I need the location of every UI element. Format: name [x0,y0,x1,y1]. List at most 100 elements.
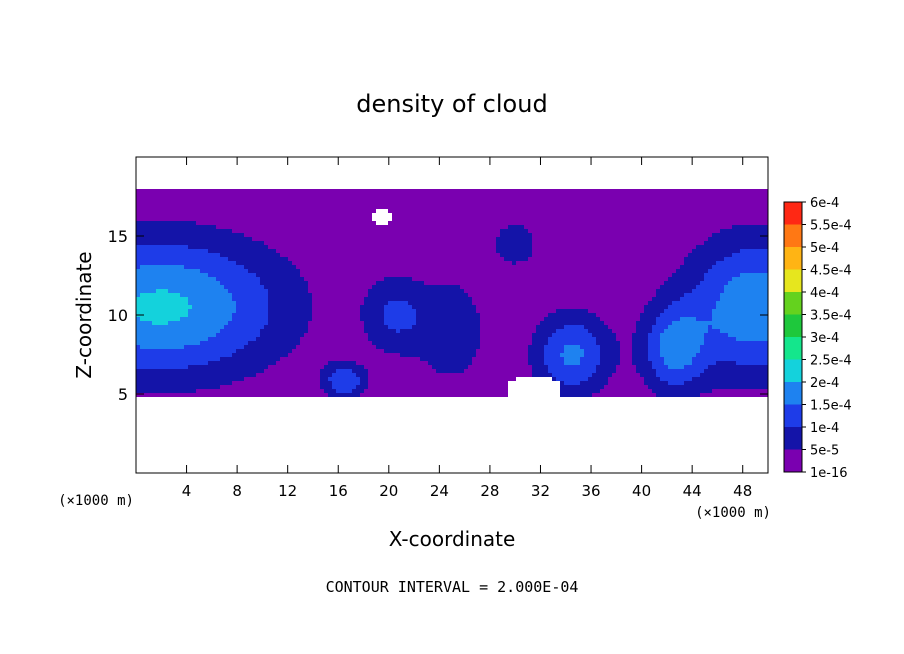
heat-cell [660,349,700,353]
heat-cell [648,385,768,389]
heat-cell [368,337,480,341]
heat-cell [660,313,712,317]
heat-cell [320,373,332,377]
heat-cell [232,293,268,297]
heat-cell [552,373,592,377]
colorbar-segment [784,427,802,450]
heat-cell [136,393,328,397]
heat-cell [136,277,216,281]
heat-cell [228,321,268,325]
heat-cell [308,289,368,293]
heat-cell [736,361,768,365]
heat-cell [268,365,324,369]
heat-cell [372,341,480,345]
heat-cell [224,285,264,289]
heat-cell [700,373,768,377]
heat-cell [532,365,548,369]
heat-cell [704,369,768,373]
heat-cell [412,277,668,281]
heat-cell [536,329,556,333]
heat-cell [584,325,608,329]
x-tick-label: 16 [329,482,348,500]
heat-cell [268,313,312,317]
heat-cell [360,309,384,313]
heat-cell [608,381,644,385]
heat-cell [384,277,412,281]
heat-cell [312,313,360,317]
heat-cell [672,301,716,305]
heat-cell [564,381,580,385]
heat-cell [696,245,768,249]
heat-cell [136,361,208,365]
colorbar-segment [784,359,802,382]
heat-cell [300,269,676,273]
heat-cell [508,225,524,229]
heat-cell [692,377,768,381]
heat-cell [260,277,304,281]
heat-cell [632,349,648,353]
heat-cell [320,377,328,381]
heat-cell [692,357,768,361]
heat-cell [324,389,336,393]
heat-cell [400,329,480,333]
heat-cell [632,345,648,349]
heat-cell [720,229,768,233]
heat-cell [708,237,768,241]
heat-cell [236,349,292,353]
heat-cell [420,357,472,361]
heat-cell [136,265,140,269]
heat-cell [364,325,388,329]
heat-cell [476,349,528,353]
heat-cell [236,261,292,265]
heat-cell [584,353,600,357]
heat-cell [532,241,704,245]
heat-cell [632,361,652,365]
heat-cell [196,221,376,225]
heat-cell [544,349,564,353]
heat-cell [632,353,648,357]
heat-cell [368,377,516,381]
heat-cell [528,361,544,365]
heat-cell [740,249,768,253]
heat-cell [336,369,352,373]
heat-cell [136,389,196,393]
heat-cell [720,293,768,297]
colorbar-label: 2.5e-4 [810,354,852,369]
heat-cell [436,369,464,373]
heat-cell [236,309,268,313]
heat-cell [708,329,720,333]
heat-cell [232,317,268,321]
heat-cell [724,289,768,293]
heat-cell [532,253,688,257]
heat-cell [336,389,352,393]
heat-cell [600,345,620,349]
heat-cell [672,321,768,325]
heat-cell [544,357,564,361]
heat-cell [472,301,648,305]
heat-cell [464,369,532,373]
heat-cell [660,345,700,349]
heat-cell [496,249,532,253]
heat-cell [612,329,636,333]
heat-cell [136,369,264,373]
heat-cell [712,389,768,393]
heat-cell [412,325,480,329]
heat-cell [684,381,768,385]
heat-cell [360,313,384,317]
heat-cell [136,377,244,381]
heat-cell [620,357,632,361]
colorbar-segment [784,292,802,315]
heat-cell [304,277,384,281]
heat-cell [468,293,656,297]
colorbar-segment [784,314,802,337]
heat-cell [136,245,188,249]
heat-cell [232,353,288,357]
heat-cell [732,225,768,229]
heat-cell [396,329,400,333]
heat-cell [596,337,616,341]
heat-cell [616,365,636,369]
heat-cell [732,253,768,257]
heat-cell [280,357,420,361]
heat-cell [220,385,320,389]
heat-cell [136,233,244,237]
